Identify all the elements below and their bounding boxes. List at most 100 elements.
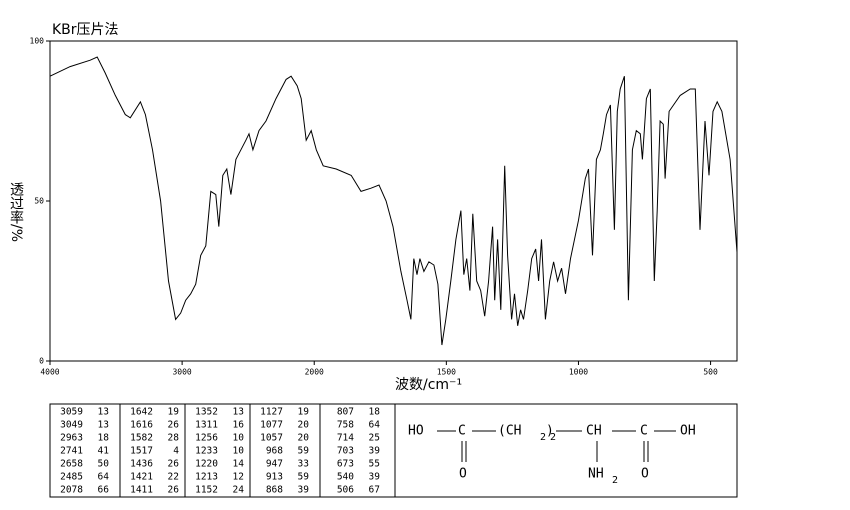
peak-wavenumber: 1411: [130, 485, 153, 496]
peak-transmittance: 26: [168, 459, 180, 470]
peak-transmittance: 18: [369, 407, 381, 418]
peak-transmittance: 14: [233, 459, 245, 470]
x-tick-label: 1500: [437, 368, 456, 377]
peak-transmittance: 64: [369, 420, 381, 431]
spectrum-line: [49, 56, 738, 346]
peak-transmittance: 18: [98, 433, 110, 444]
peak-transmittance: 41: [98, 446, 110, 457]
peak-wavenumber: 673: [337, 459, 354, 470]
peak-wavenumber: 1311: [195, 420, 218, 431]
structure-bonds: [437, 430, 676, 462]
table-frame: [49, 403, 738, 498]
x-tick-label: 1000: [569, 368, 588, 377]
peak-transmittance: 4: [173, 446, 179, 457]
peak-wavenumber: 968: [266, 446, 283, 457]
y-tick-label: 100: [30, 37, 45, 46]
x-tick-label: 3000: [172, 368, 191, 377]
peak-transmittance: 24: [233, 485, 245, 496]
peak-transmittance: 59: [298, 446, 310, 457]
y-tick-label: 0: [39, 357, 44, 366]
peak-transmittance: 12: [233, 472, 244, 483]
peak-transmittance: 20: [298, 420, 310, 431]
x-tick-label: 500: [703, 368, 718, 377]
peak-transmittance: 39: [369, 446, 381, 457]
peak-wavenumber: 540: [337, 472, 354, 483]
peak-transmittance: 22: [168, 472, 179, 483]
peak-wavenumber: 1642: [130, 407, 153, 418]
peak-wavenumber: 714: [337, 433, 354, 444]
peak-wavenumber: 1436: [130, 459, 153, 470]
peak-wavenumber: 1352: [195, 407, 218, 418]
peak-wavenumber: 947: [266, 459, 283, 470]
peak-transmittance: 19: [298, 407, 310, 418]
peak-wavenumber: 703: [337, 446, 354, 457]
structure-atom: CH: [586, 424, 602, 439]
x-tick-label: 4000: [40, 368, 59, 377]
peak-transmittance: 28: [168, 433, 180, 444]
peak-wavenumber: 1057: [260, 433, 283, 444]
peak-transmittance: 25: [369, 433, 380, 444]
x-axis-label: 波数/cm⁻¹: [395, 377, 462, 393]
peak-transmittance: 13: [98, 420, 109, 431]
table-dividers: [119, 404, 396, 497]
peak-wavenumber: 1616: [130, 420, 153, 431]
structure-atom: OH: [680, 424, 696, 439]
peak-wavenumber: 2963: [60, 433, 83, 444]
peak-transmittance: 55: [369, 459, 380, 470]
peak-wavenumber: 1077: [260, 420, 283, 431]
peak-wavenumber: 1152: [195, 485, 218, 496]
peak-wavenumber: 807: [337, 407, 354, 418]
peak-transmittance: 16: [233, 420, 245, 431]
structure-atom: NH: [588, 467, 604, 482]
peak-wavenumber: 3049: [60, 420, 83, 431]
peak-transmittance: 26: [168, 420, 180, 431]
structure-atom: ): [546, 424, 554, 439]
y-tick-label: 50: [34, 197, 44, 206]
peak-wavenumber: 2485: [60, 472, 83, 483]
peak-wavenumber: 1213: [195, 472, 218, 483]
peak-wavenumber: 3059: [60, 407, 83, 418]
peak-transmittance: 59: [298, 472, 310, 483]
peak-wavenumber: 1256: [195, 433, 218, 444]
peak-transmittance: 39: [298, 485, 310, 496]
peak-wavenumber: 758: [337, 420, 354, 431]
peak-transmittance: 67: [369, 485, 380, 496]
structure-atom: O: [641, 467, 649, 482]
structure-atom: 2: [540, 432, 546, 443]
peak-wavenumber: 2658: [60, 459, 83, 470]
structure-atom: 2: [612, 475, 618, 486]
peak-wavenumber: 1220: [195, 459, 218, 470]
peak-wavenumber: 1517: [130, 446, 153, 457]
peak-wavenumber: 2741: [60, 446, 83, 457]
structure-atom: C: [458, 424, 466, 439]
plot-frame: [49, 40, 738, 362]
peak-wavenumber: 913: [266, 472, 283, 483]
peak-transmittance: 64: [98, 472, 110, 483]
peak-transmittance: 66: [98, 485, 110, 496]
peak-transmittance: 50: [98, 459, 110, 470]
peak-wavenumber: 506: [337, 485, 354, 496]
structure-atom: C: [640, 424, 648, 439]
peak-wavenumber: 2078: [60, 485, 83, 496]
peak-transmittance: 10: [233, 446, 245, 457]
peak-transmittance: 19: [168, 407, 180, 418]
x-tick-label: 2000: [305, 368, 324, 377]
peak-transmittance: 39: [369, 472, 381, 483]
peak-transmittance: 33: [298, 459, 309, 470]
peak-wavenumber: 1127: [260, 407, 283, 418]
peak-wavenumber: 1233: [195, 446, 218, 457]
peak-transmittance: 13: [98, 407, 109, 418]
structure-atom: 2: [550, 432, 556, 443]
peak-transmittance: 26: [168, 485, 180, 496]
peak-transmittance: 10: [233, 433, 245, 444]
y-axis-label: 透过率/%: [8, 182, 24, 242]
chart-title: KBr压片法: [52, 22, 119, 38]
structure-atom: HO: [408, 424, 424, 439]
peak-wavenumber: 868: [266, 485, 283, 496]
structure-atom: (CH: [498, 424, 521, 439]
peak-transmittance: 20: [298, 433, 310, 444]
structure-atom: O: [459, 467, 467, 482]
peak-wavenumber: 1421: [130, 472, 153, 483]
peak-wavenumber: 1582: [130, 433, 153, 444]
